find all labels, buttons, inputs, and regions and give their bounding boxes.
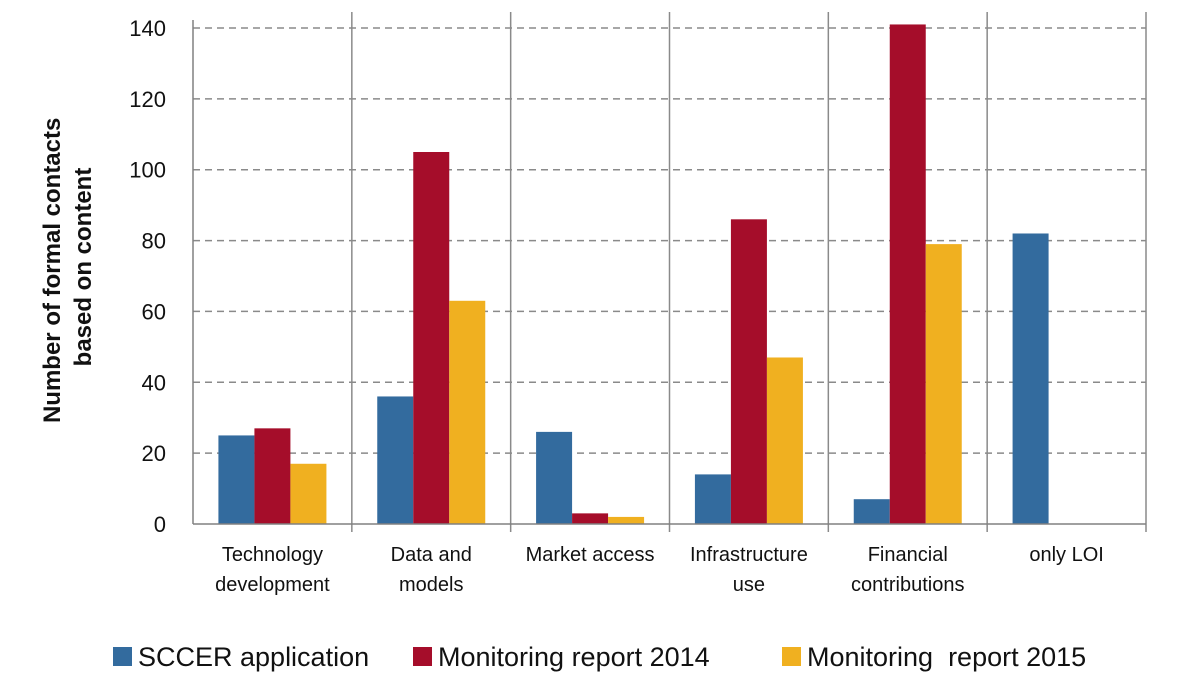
x-category-label: Infrastructure — [690, 544, 808, 566]
x-category-label: Data and — [391, 544, 472, 566]
bar-monitoring-report-2014-2 — [572, 513, 609, 524]
legend-swatch-sccer-application — [113, 647, 132, 666]
y-tick-label: 140 — [129, 16, 166, 41]
y-axis-title-line-1: Number of formal contacts — [39, 118, 66, 423]
legend-label-sccer-application: SCCER application — [138, 642, 369, 672]
y-axis-title-line-2: based on content — [70, 168, 97, 367]
y-axis-title: Number of formal contacts based on conte… — [39, 111, 97, 423]
bar-sccer-application-1 — [377, 396, 414, 524]
bar-monitoring-report-2015-3 — [766, 357, 803, 524]
bar-monitoring-report-2015-2 — [608, 516, 645, 524]
x-category-label: Financial — [868, 544, 948, 566]
legend-label-monitoring-report-2014: Monitoring report 2014 — [438, 642, 710, 672]
x-category-label: models — [399, 574, 463, 596]
bar-monitoring-report-2014-3 — [730, 219, 767, 525]
y-tick-label: 120 — [129, 87, 166, 112]
bar-monitoring-report-2015-0 — [290, 463, 327, 524]
bar-monitoring-report-2014-4 — [889, 24, 926, 524]
legend-swatch-monitoring-report-2015 — [782, 647, 801, 666]
x-category-label: development — [215, 574, 330, 596]
bar-monitoring-report-2014-0 — [254, 428, 291, 524]
bar-monitoring-report-2015-1 — [449, 300, 486, 524]
bar-sccer-application-5 — [1012, 233, 1049, 524]
x-category-label: Technology — [222, 544, 323, 566]
category-separators — [351, 12, 1147, 532]
y-tick-labels: 0 20 40 60 80 100 120 140 — [129, 16, 166, 537]
bars — [218, 24, 1049, 525]
legend: SCCER application Monitoring report 2014… — [113, 642, 1086, 672]
bar-sccer-application-2 — [536, 431, 573, 524]
bar-monitoring-report-2015-4 — [925, 244, 962, 524]
y-tick-label: 100 — [129, 158, 166, 183]
axes — [192, 20, 1146, 525]
y-tick-label: 0 — [154, 512, 166, 537]
x-category-labels: Technology development Data and models Marke… — [215, 544, 1104, 596]
y-tick-label: 60 — [142, 299, 166, 324]
bar-sccer-application-4 — [853, 499, 890, 524]
bar-sccer-application-0 — [218, 435, 255, 524]
x-category-label: contributions — [851, 574, 964, 596]
y-tick-label: 20 — [142, 441, 166, 466]
legend-swatch-monitoring-report-2014 — [413, 647, 432, 666]
x-category-label: Market access — [526, 544, 655, 566]
bar-monitoring-report-2014-1 — [413, 152, 450, 524]
y-tick-label: 40 — [142, 370, 166, 395]
bar-sccer-application-3 — [694, 474, 731, 524]
x-category-label: use — [733, 574, 765, 596]
x-category-label: only LOI — [1029, 544, 1103, 566]
y-tick-label: 80 — [142, 229, 166, 254]
legend-label-monitoring-report-2015: Monitoring report 2015 — [807, 642, 1086, 672]
